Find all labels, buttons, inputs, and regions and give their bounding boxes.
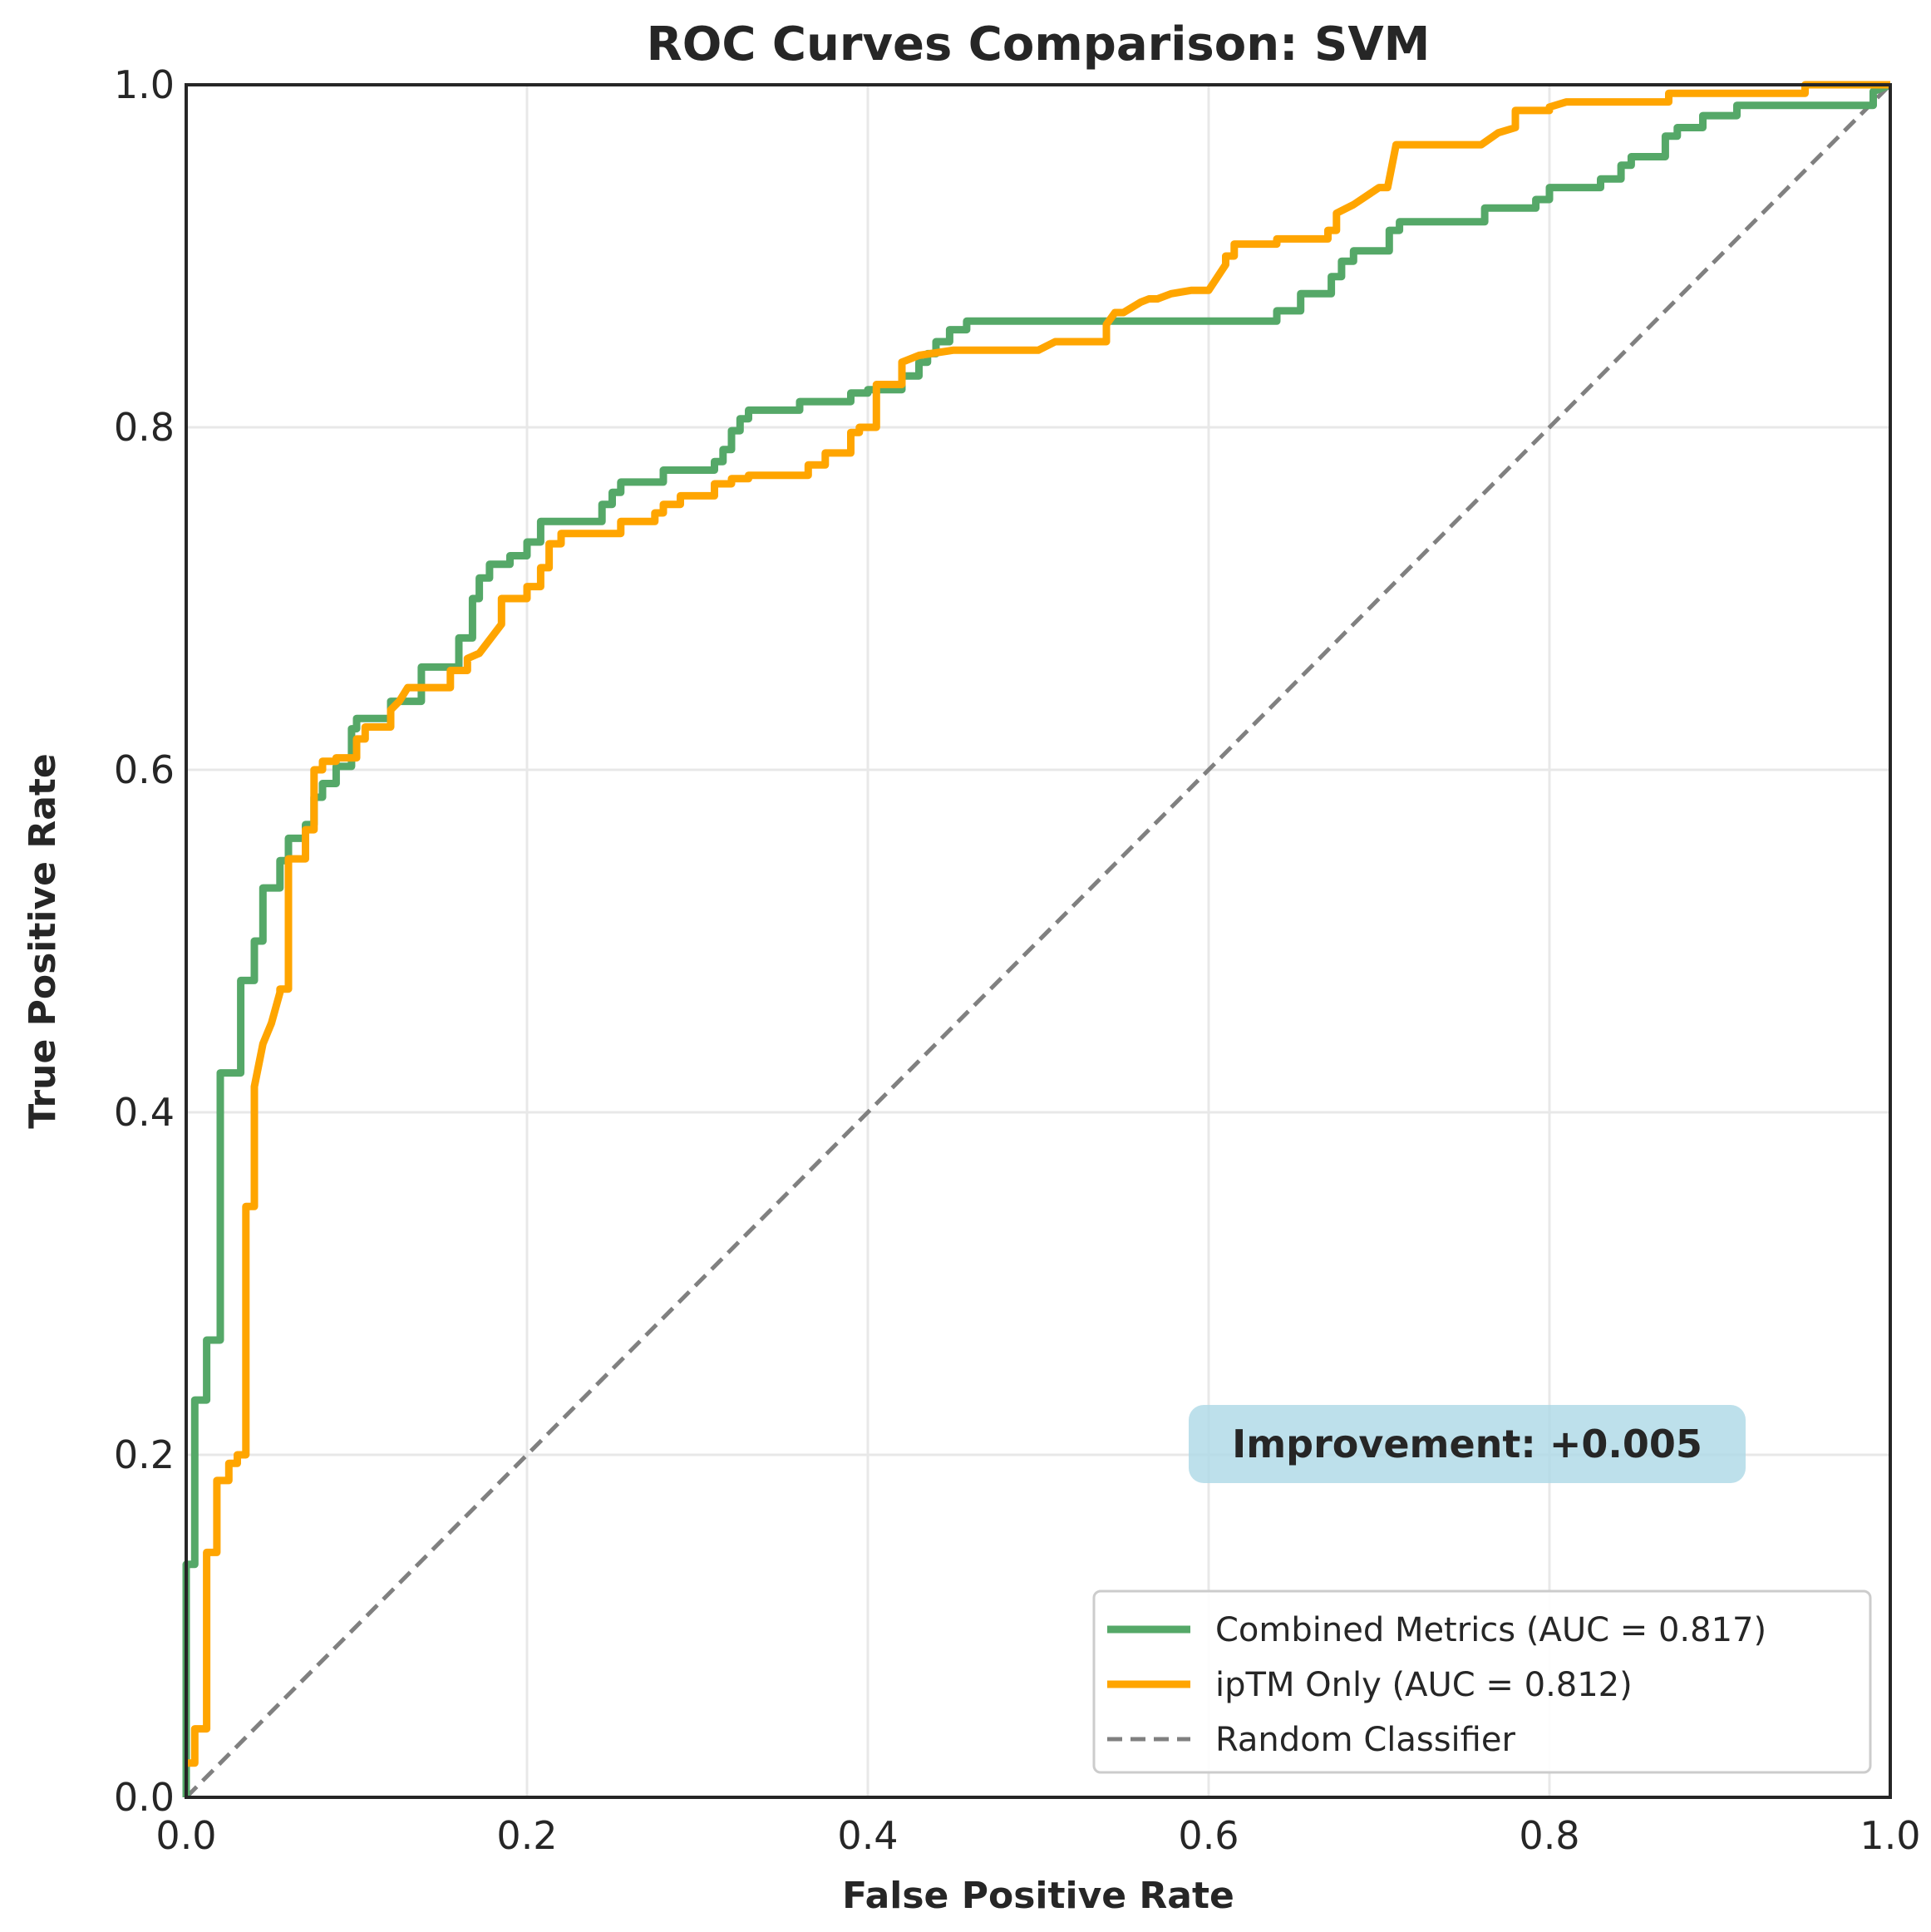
- y-tick-label: 0.2: [114, 1432, 175, 1477]
- legend-label: Random Classifier: [1215, 1721, 1515, 1759]
- x-tick-label: 0.0: [155, 1813, 216, 1858]
- random-classifier-line: [185, 83, 1892, 1799]
- legend-label: ipTM Only (AUC = 0.812): [1215, 1666, 1633, 1704]
- annotation-box: [1189, 1405, 1746, 1483]
- legend-label: Combined Metrics (AUC = 0.817): [1215, 1611, 1766, 1649]
- plot-frame: [185, 83, 1892, 1799]
- x-axis-label: False Positive Rate: [842, 1875, 1234, 1917]
- x-tick-label: 0.8: [1519, 1813, 1579, 1858]
- y-tick-label: 0.0: [114, 1775, 175, 1820]
- chart-title: ROC Curves Comparison: SVM: [647, 17, 1431, 71]
- legend-box: [1092, 1589, 1872, 1774]
- improvement-annotation: Improvement: +0.005: [1189, 1405, 1746, 1483]
- axis-ticks: 0.0 0.2 0.4 0.6 0.8 1.0 0.0 0.2 0.4 0.6 0.8 1.0: [114, 62, 1921, 1858]
- iptm-only-line: [186, 81, 1890, 1767]
- x-tick-label: 1.0: [1860, 1813, 1920, 1858]
- grid: [186, 85, 1890, 1797]
- y-tick-label: 0.8: [114, 405, 175, 450]
- legend: Combined Metrics (AUC = 0.817) ipTM Only …: [1092, 1589, 1872, 1774]
- y-axis-label: True Positive Rate: [22, 753, 64, 1129]
- x-tick-label: 0.2: [496, 1813, 557, 1858]
- annotation-text: Improvement: +0.005: [1232, 1422, 1702, 1466]
- y-tick-label: 0.4: [114, 1090, 175, 1135]
- y-tick-label: 1.0: [114, 62, 175, 107]
- x-tick-label: 0.4: [837, 1813, 898, 1858]
- y-tick-label: 0.6: [114, 747, 175, 792]
- x-tick-label: 0.6: [1178, 1813, 1239, 1858]
- plot-lines: [182, 81, 1892, 1799]
